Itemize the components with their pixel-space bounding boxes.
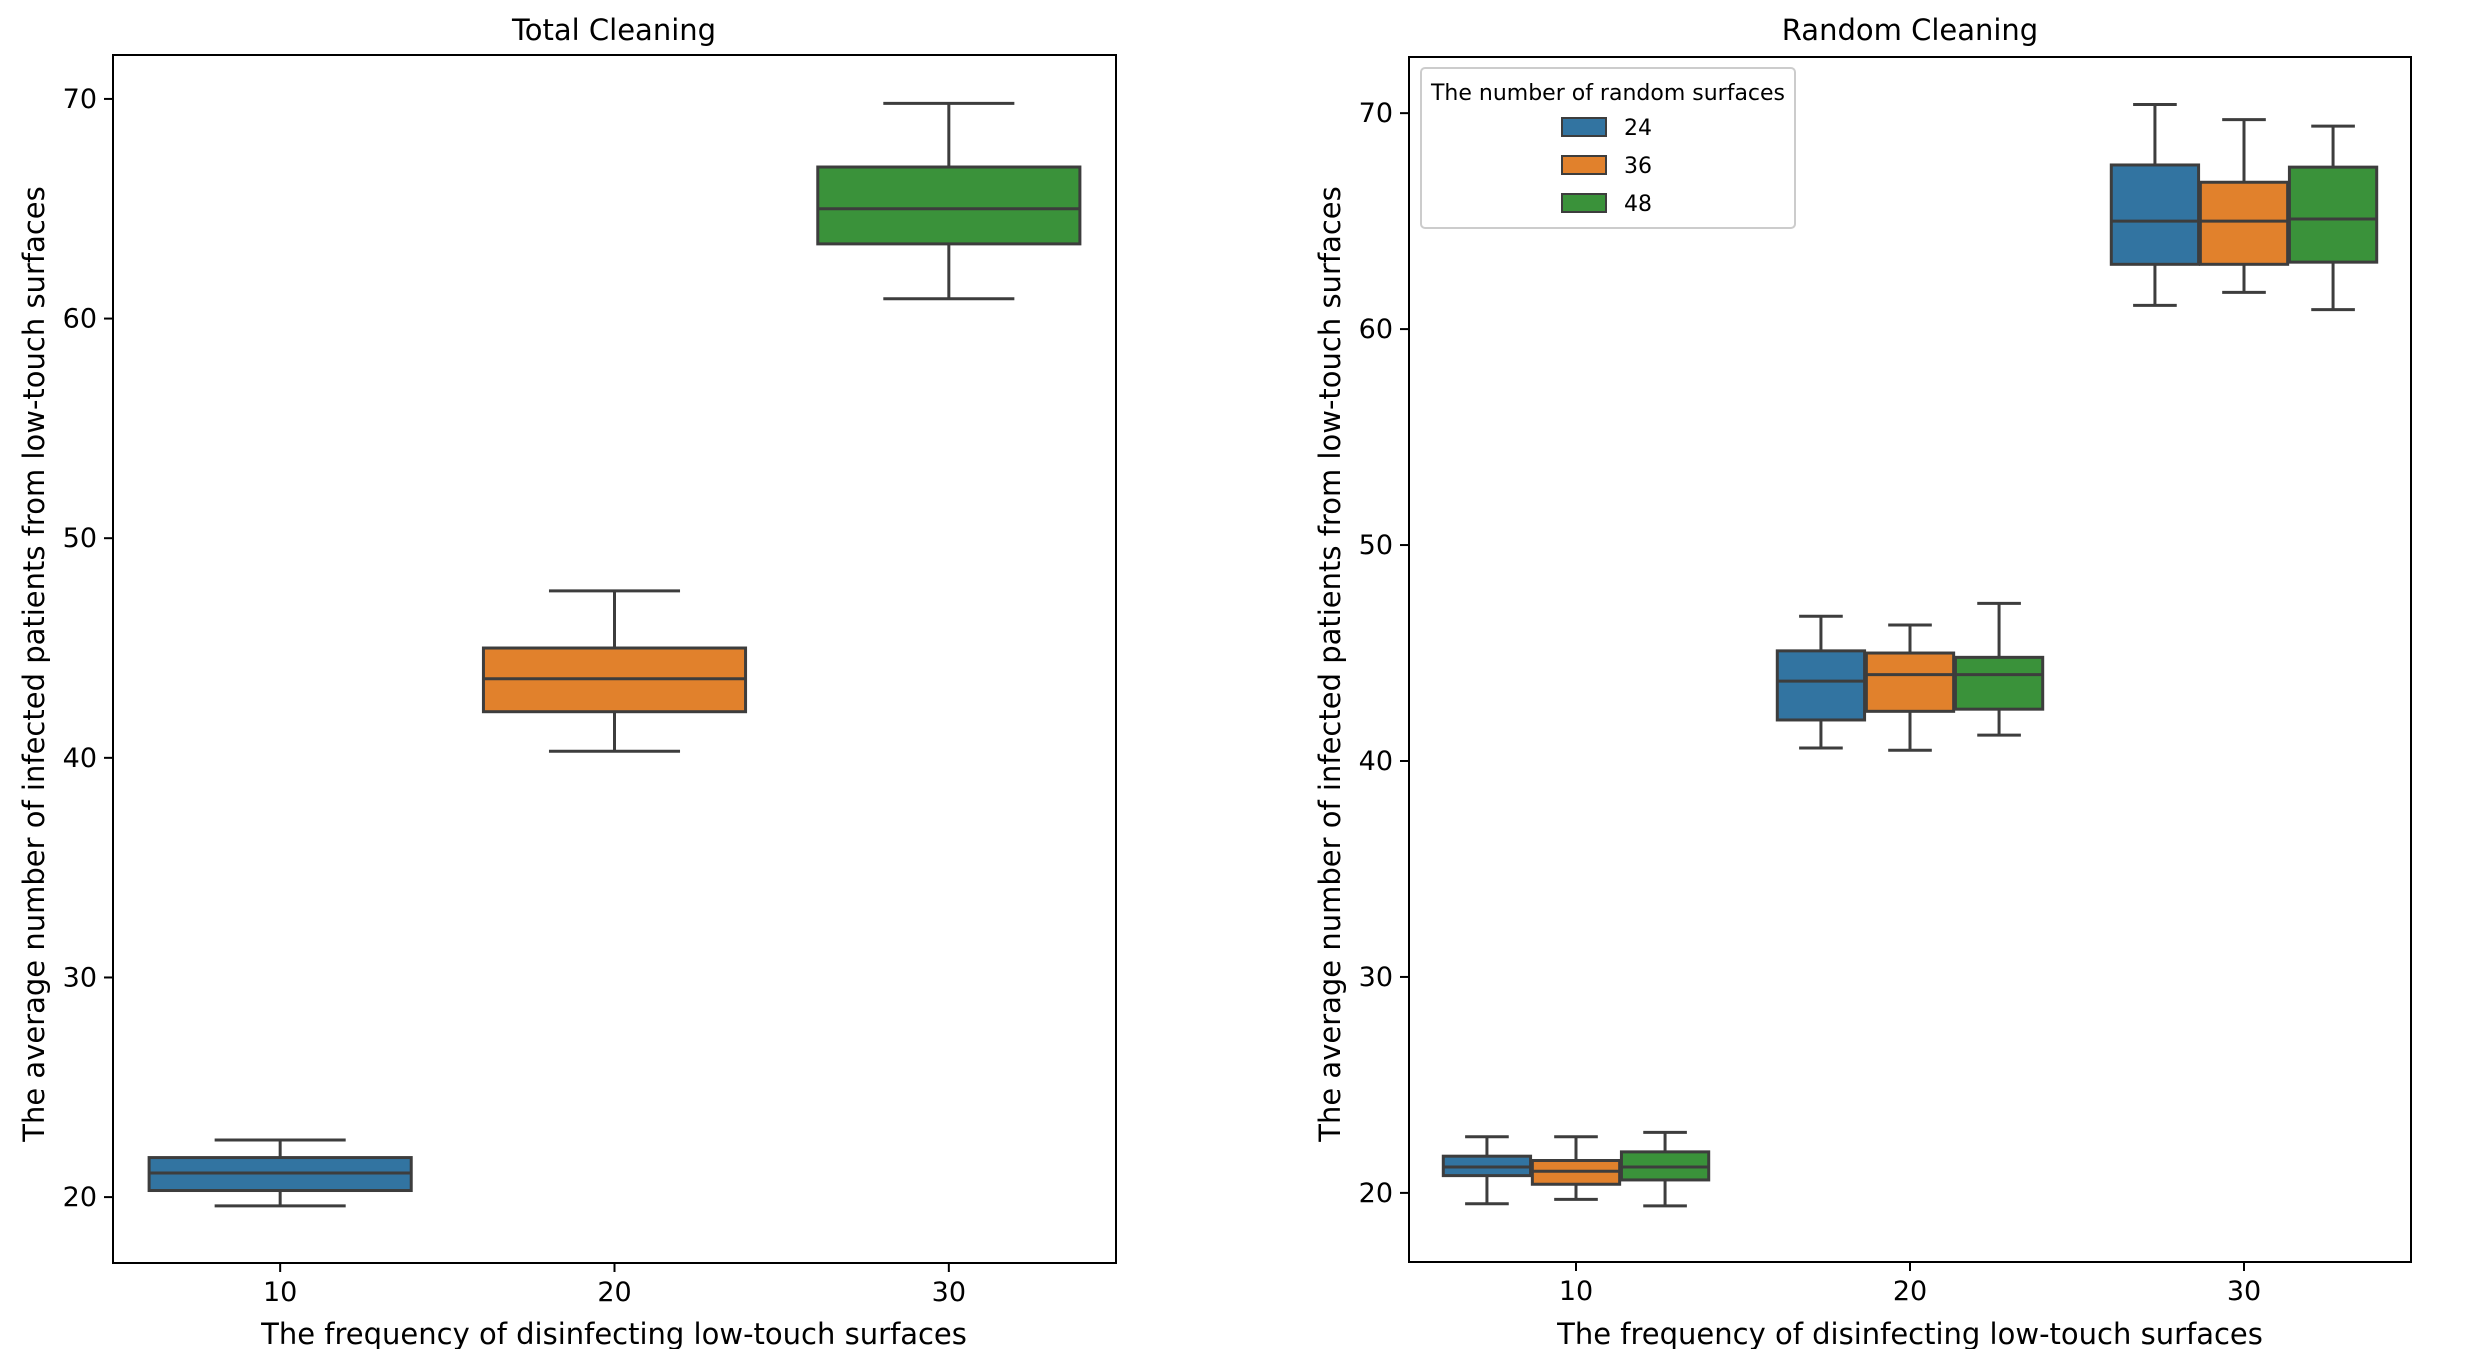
random-cleaning-panel: Random Cleaning The frequency of disinfe… xyxy=(1313,13,2412,1349)
total-cleaning-panel: Total Cleaning The frequency of disinfec… xyxy=(17,13,1117,1349)
right-box-48-30 xyxy=(2287,124,2379,312)
left-ytick-label: 40 xyxy=(63,743,97,774)
right-ytick-label: 40 xyxy=(1359,746,1393,777)
left-xtick-label: 20 xyxy=(597,1277,631,1308)
iqr-box xyxy=(2198,180,2290,266)
left-ytick-label: 70 xyxy=(63,84,97,115)
legend-swatch-36 xyxy=(1561,155,1607,175)
iqr-box xyxy=(2109,163,2201,266)
legend-label-36: 36 xyxy=(1624,154,1652,179)
right-xtick-label: 30 xyxy=(2227,1276,2261,1307)
left-box-series xyxy=(147,101,1082,1208)
right-box-series xyxy=(1441,103,2379,1208)
right-ytick-label: 20 xyxy=(1359,1178,1393,1209)
right-box-48-10 xyxy=(1619,1130,1711,1208)
right-ytick-label: 60 xyxy=(1359,314,1393,345)
right-box-36-20 xyxy=(1864,623,1956,752)
iqr-box xyxy=(1953,655,2045,711)
left-xtick-label: 30 xyxy=(932,1277,966,1308)
legend-label-48: 48 xyxy=(1624,192,1652,217)
left-ytick-label: 60 xyxy=(63,304,97,335)
right-box-24-20 xyxy=(1775,614,1867,750)
left-axes-frame xyxy=(112,54,1117,1264)
left-xtick-label: 10 xyxy=(263,1277,297,1308)
right-chart-title: Random Cleaning xyxy=(1782,13,2038,47)
left-box-all-20 xyxy=(481,589,748,753)
right-xtick-label: 20 xyxy=(1893,1276,1927,1307)
legend-swatch-48 xyxy=(1561,193,1607,213)
right-box-36-10 xyxy=(1530,1135,1622,1201)
right-box-36-30 xyxy=(2198,118,2290,294)
left-axis-ticks: 20 30 40 50 60 70 10 20 30 xyxy=(63,84,966,1308)
left-ytick-label: 50 xyxy=(63,523,97,554)
left-chart-title: Total Cleaning xyxy=(511,13,716,47)
left-x-axis-label: The frequency of disinfecting low-touch … xyxy=(260,1317,967,1349)
iqr-box xyxy=(1864,651,1956,713)
left-ytick-label: 30 xyxy=(63,962,97,993)
right-x-axis-label: The frequency of disinfecting low-touch … xyxy=(1556,1317,2263,1349)
iqr-box xyxy=(816,165,1082,246)
left-box-all-10 xyxy=(147,1138,413,1208)
legend: The number of random surfaces 24 36 48 xyxy=(1420,67,1796,229)
right-y-axis-label: The average number of infected patients … xyxy=(1313,186,1347,1142)
right-ytick-label: 50 xyxy=(1359,530,1393,561)
iqr-box xyxy=(1775,649,1867,722)
right-box-48-20 xyxy=(1953,601,2045,737)
right-ytick-label: 30 xyxy=(1359,962,1393,993)
right-box-24-30 xyxy=(2109,103,2201,307)
left-box-all-30 xyxy=(816,101,1082,301)
right-ytick-label: 70 xyxy=(1359,98,1393,129)
legend-frame xyxy=(1420,67,1796,229)
legend-title: The number of random surfaces xyxy=(1430,81,1785,106)
right-axis-ticks: 20 30 40 50 60 70 10 20 30 xyxy=(1359,98,2262,1307)
right-axes-frame xyxy=(1408,56,2412,1263)
left-ytick-label: 20 xyxy=(63,1182,97,1213)
iqr-box xyxy=(2287,165,2379,264)
right-box-24-10 xyxy=(1441,1135,1533,1206)
legend-swatch-24 xyxy=(1561,117,1607,137)
legend-label-24: 24 xyxy=(1624,116,1652,141)
right-xtick-label: 10 xyxy=(1559,1276,1593,1307)
left-y-axis-label: The average number of infected patients … xyxy=(17,186,51,1142)
